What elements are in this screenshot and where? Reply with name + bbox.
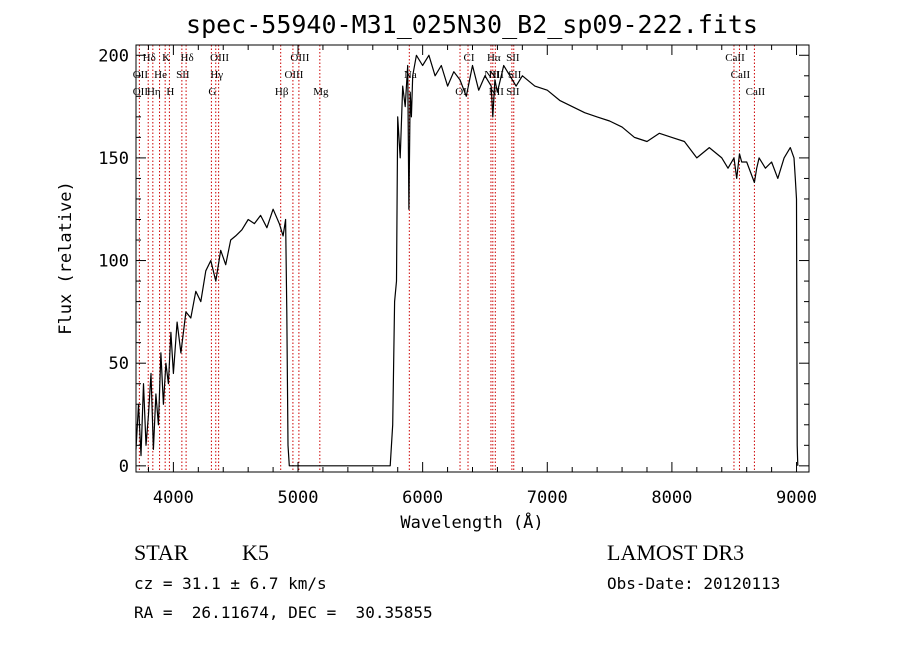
spectral-line-label: He bbox=[154, 69, 167, 81]
spectral-line-label: OII bbox=[133, 86, 149, 98]
y-tick-label: 0 bbox=[119, 457, 129, 477]
x-tick-label: 6000 bbox=[402, 488, 443, 508]
x-tick-label: 8000 bbox=[651, 488, 692, 508]
chart-title: spec-55940-M31_025N30_B2_sp09-222.fits bbox=[186, 10, 758, 39]
spectral-line-label: CI bbox=[464, 52, 475, 64]
y-axis-label: Flux (relative) bbox=[56, 181, 76, 335]
x-tick-label: 4000 bbox=[153, 488, 194, 508]
x-tick-label: 9000 bbox=[776, 488, 817, 508]
plot-frame bbox=[135, 44, 810, 473]
spectral-line-label: K bbox=[162, 52, 170, 64]
spectral-line-label: SII bbox=[508, 69, 522, 81]
spectral-line-label: SII bbox=[506, 52, 520, 64]
y-tick-label: 200 bbox=[98, 46, 129, 66]
spectral-line-label: CaII bbox=[731, 69, 751, 81]
spectral-line-label: OIII bbox=[210, 52, 229, 64]
spectral-line-label: NII bbox=[489, 86, 505, 98]
spectral-line-label: Hη bbox=[147, 86, 161, 98]
x-tick-label: 5000 bbox=[278, 488, 319, 508]
cz-value: cz = 31.1 ± 6.7 km/s bbox=[134, 574, 327, 593]
y-tick-label: 50 bbox=[109, 354, 129, 374]
x-axis-label: Wavelength (Å) bbox=[400, 511, 543, 533]
spectral-line-label: Mg bbox=[313, 86, 329, 98]
spectral-line-label: Hβ bbox=[275, 86, 289, 98]
spectral-line-labels: Hδ K Hδ OIII OIII CI Hα SII CaII OII He SII Hγ OIII Na… bbox=[133, 52, 766, 98]
y-tick-label: 100 bbox=[98, 252, 129, 272]
spectral-line-label: OIII bbox=[290, 52, 309, 64]
spectrum-line bbox=[135, 54, 799, 467]
obs-date: Obs-Date: 20120113 bbox=[607, 574, 781, 593]
spectral-line-label: Na bbox=[404, 69, 417, 81]
spectral-line-label: CaII bbox=[725, 52, 745, 64]
spectral-line-label: CaII bbox=[746, 86, 766, 98]
spectral-line-label: G bbox=[208, 86, 216, 98]
spectral-line-label: Hγ bbox=[210, 69, 223, 81]
spectral-line-label: SII bbox=[176, 69, 190, 81]
spectral-line-label: OIII bbox=[284, 69, 303, 81]
spectral-line-markers bbox=[138, 45, 755, 472]
survey-name: LAMOST DR3 bbox=[607, 540, 745, 565]
y-tick-label: 150 bbox=[98, 149, 129, 169]
spectral-line-label: Hα bbox=[487, 52, 501, 64]
axis-ticks: 4000 5000 6000 7000 8000 9000 0 50 100 150 200 bbox=[98, 45, 817, 508]
spectral-line-label: NII bbox=[484, 69, 500, 81]
spectral-line-label: OI bbox=[455, 86, 467, 98]
object-class: STAR bbox=[134, 540, 189, 565]
coordinates: RA = 26.11674, DEC = 30.35855 bbox=[134, 603, 433, 622]
object-subclass: K5 bbox=[242, 540, 269, 565]
spectrum-series bbox=[135, 54, 799, 467]
spectral-line-label: OII bbox=[133, 69, 149, 81]
x-tick-label: 7000 bbox=[527, 488, 568, 508]
spectral-line-label: NII bbox=[489, 69, 505, 81]
spectral-line-label: Hδ bbox=[143, 52, 156, 64]
spectral-line-label: H bbox=[166, 86, 174, 98]
spectral-line-label: SII bbox=[506, 86, 520, 98]
spectral-line-label: Hδ bbox=[181, 52, 194, 64]
